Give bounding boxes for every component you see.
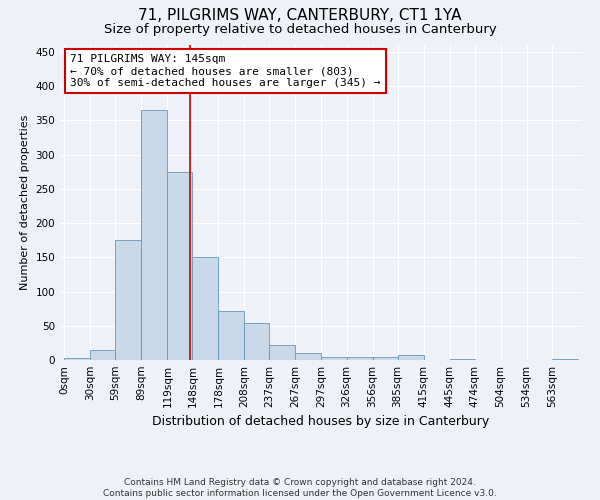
Bar [167,172,193,360]
Text: 71, PILGRIMS WAY, CANTERBURY, CT1 1YA: 71, PILGRIMS WAY, CANTERBURY, CT1 1YA [138,8,462,22]
Bar [552,358,578,360]
Bar [398,354,424,360]
Bar [244,323,269,360]
Bar [347,356,373,360]
Bar [373,356,398,360]
Bar [193,258,218,360]
Bar [269,345,295,360]
X-axis label: Distribution of detached houses by size in Canterbury: Distribution of detached houses by size … [152,416,490,428]
Text: Contains HM Land Registry data © Crown copyright and database right 2024.
Contai: Contains HM Land Registry data © Crown c… [103,478,497,498]
Bar [142,110,167,360]
Text: Size of property relative to detached houses in Canterbury: Size of property relative to detached ho… [104,22,496,36]
Bar [115,240,142,360]
Bar [64,358,90,360]
Bar [90,350,115,360]
Bar [295,353,322,360]
Bar [449,358,475,360]
Text: 71 PILGRIMS WAY: 145sqm
← 70% of detached houses are smaller (803)
30% of semi-d: 71 PILGRIMS WAY: 145sqm ← 70% of detache… [70,54,381,88]
Bar [322,356,347,360]
Bar [218,310,244,360]
Y-axis label: Number of detached properties: Number of detached properties [20,115,30,290]
